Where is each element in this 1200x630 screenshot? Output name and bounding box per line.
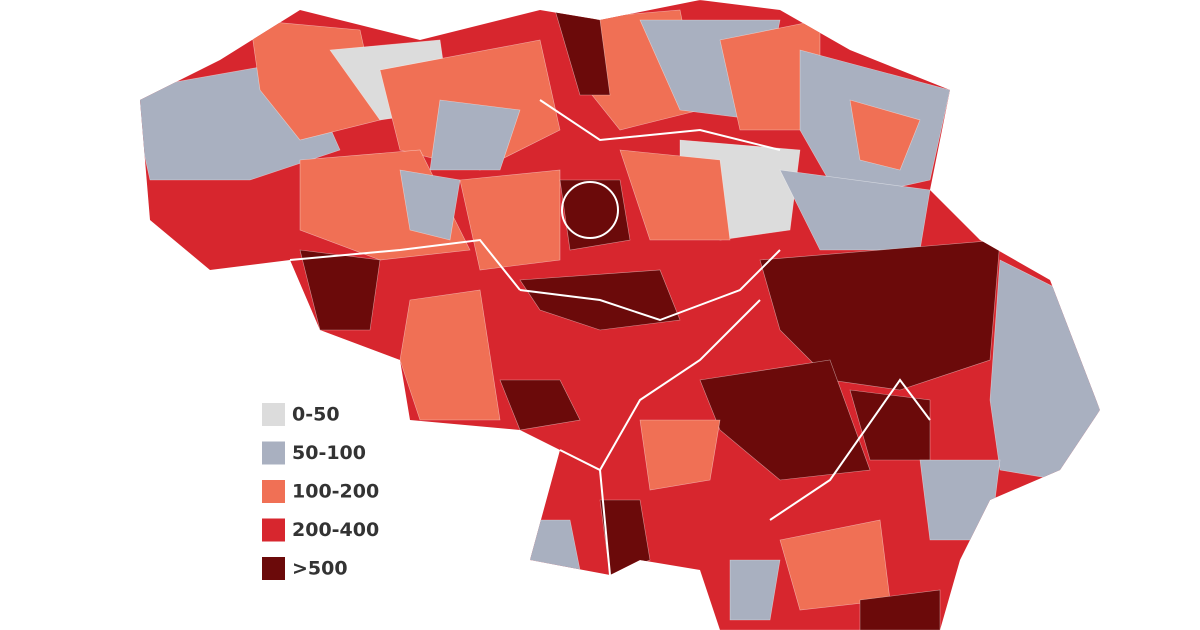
legend-label: 0-50 — [292, 404, 340, 426]
municipality-area — [729, 559, 781, 621]
border — [539, 99, 781, 151]
border — [289, 238, 521, 291]
municipality-area — [399, 289, 501, 421]
municipality-area — [849, 99, 921, 171]
province-borders — [289, 99, 931, 576]
municipality-area — [299, 249, 381, 331]
legend-swatch — [262, 403, 285, 426]
border — [519, 249, 781, 322]
legend-swatch — [262, 480, 285, 503]
legend-swatch — [262, 557, 285, 580]
border — [769, 378, 931, 521]
legend-swatch — [262, 518, 285, 542]
municipality-area — [989, 259, 1100, 481]
municipality-area — [919, 459, 1001, 541]
legend-label: >500 — [292, 558, 348, 580]
municipality-area — [429, 99, 521, 171]
border — [599, 469, 611, 576]
border — [559, 299, 761, 472]
municipality-area — [639, 419, 721, 491]
legend-label: 100-200 — [292, 481, 379, 503]
municipality-area — [859, 589, 941, 630]
legend-swatch — [262, 441, 285, 465]
border — [561, 181, 619, 239]
legend-label: 50-100 — [292, 442, 366, 464]
legend: 0-50 50-100 100-200 200-400 >500 — [262, 403, 379, 580]
municipality-area — [619, 149, 731, 241]
municipality-area — [399, 169, 461, 241]
legend-label: 200-400 — [292, 519, 379, 541]
municipality-area — [499, 379, 581, 431]
